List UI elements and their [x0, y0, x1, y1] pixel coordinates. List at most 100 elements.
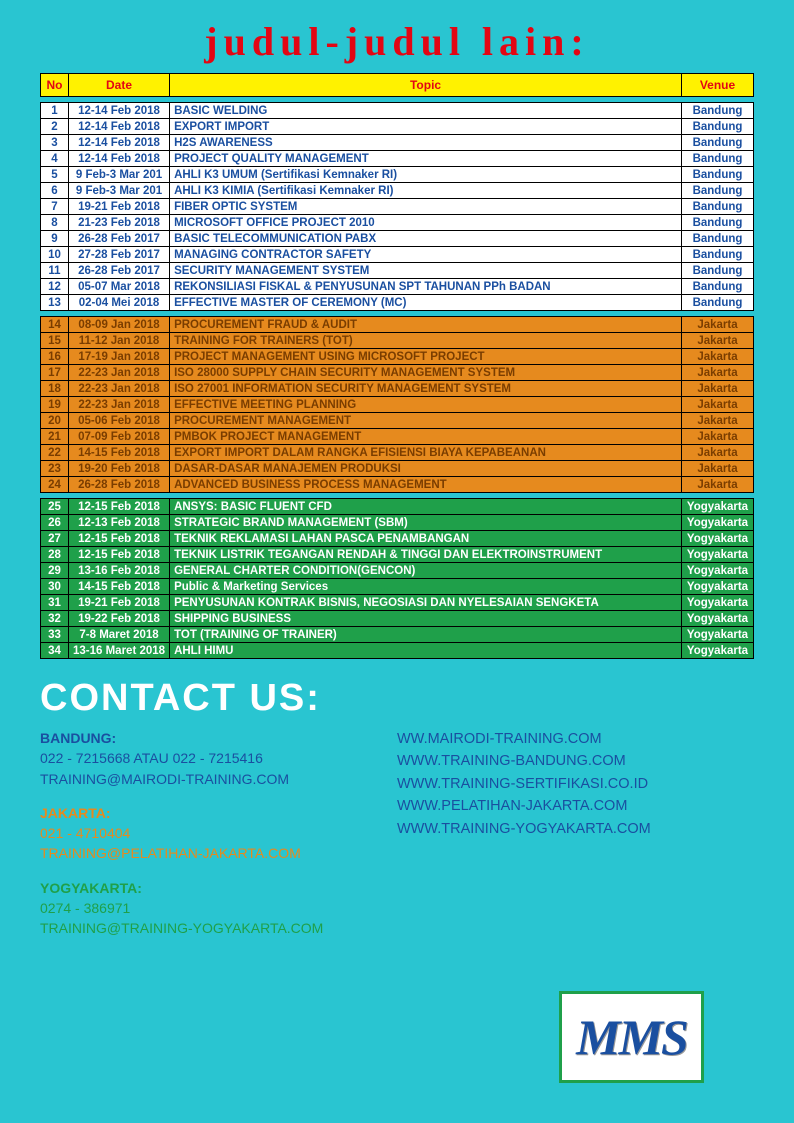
table-row: 2913-16 Feb 2018GENERAL CHARTER CONDITIO…	[41, 563, 754, 579]
cell-venue: Yogyakarta	[682, 563, 754, 579]
cell-no: 32	[41, 611, 69, 627]
col-no: No	[41, 74, 69, 97]
cell-date: 12-15 Feb 2018	[69, 531, 170, 547]
cell-venue: Bandung	[682, 199, 754, 215]
cell-date: 12-15 Feb 2018	[69, 499, 170, 515]
contact-section: BANDUNG: 022 - 7215668 ATAU 022 - 721541…	[0, 728, 794, 953]
page-title: judul-judul lain:	[0, 0, 794, 73]
cell-venue: Yogyakarta	[682, 531, 754, 547]
table-row: 1126-28 Feb 2017SECURITY MANAGEMENT SYST…	[41, 263, 754, 279]
cell-no: 14	[41, 317, 69, 333]
table-row: 1822-23 Jan 2018ISO 27001 INFORMATION SE…	[41, 381, 754, 397]
website-link: WWW.TRAINING-YOGYAKARTA.COM	[397, 818, 754, 840]
cell-date: 26-28 Feb 2018	[69, 477, 170, 493]
cell-date: 22-23 Jan 2018	[69, 365, 170, 381]
cell-topic: AHLI K3 UMUM (Sertifikasi Kemnaker RI)	[170, 167, 682, 183]
table-row: 3219-22 Feb 2018SHIPPING BUSINESSYogyaka…	[41, 611, 754, 627]
cell-venue: Jakarta	[682, 445, 754, 461]
logo: MMS	[559, 991, 704, 1083]
table-row: 412-14 Feb 2018PROJECT QUALITY MANAGEMEN…	[41, 151, 754, 167]
cell-date: 9 Feb-3 Mar 201	[69, 167, 170, 183]
cell-no: 4	[41, 151, 69, 167]
cell-topic: EFFECTIVE MASTER OF CEREMONY (MC)	[170, 295, 682, 311]
table-row: 112-14 Feb 2018BASIC WELDINGBandung	[41, 103, 754, 119]
schedule-table: No Date Topic Venue 112-14 Feb 2018BASIC…	[40, 73, 754, 659]
cell-date: 12-14 Feb 2018	[69, 103, 170, 119]
cell-no: 31	[41, 595, 69, 611]
cell-venue: Bandung	[682, 295, 754, 311]
cell-topic: PMBOK PROJECT MANAGEMENT	[170, 429, 682, 445]
table-row: 312-14 Feb 2018H2S AWARENESSBandung	[41, 135, 754, 151]
cell-venue: Bandung	[682, 247, 754, 263]
cell-no: 21	[41, 429, 69, 445]
cell-date: 19-21 Feb 2018	[69, 595, 170, 611]
table-row: 1027-28 Feb 2017MANAGING CONTRACTOR SAFE…	[41, 247, 754, 263]
col-date: Date	[69, 74, 170, 97]
cell-topic: ADVANCED BUSINESS PROCESS MANAGEMENT	[170, 477, 682, 493]
cell-venue: Jakarta	[682, 477, 754, 493]
cell-date: 9 Feb-3 Mar 201	[69, 183, 170, 199]
cell-venue: Jakarta	[682, 413, 754, 429]
cell-venue: Yogyakarta	[682, 627, 754, 643]
table-row: 3119-21 Feb 2018PENYUSUNAN KONTRAK BISNI…	[41, 595, 754, 611]
cell-no: 9	[41, 231, 69, 247]
cell-venue: Yogyakarta	[682, 515, 754, 531]
cell-date: 12-15 Feb 2018	[69, 547, 170, 563]
contact-yogya: YOGYAKARTA: 0274 - 386971 TRAINING@TRAIN…	[40, 878, 397, 939]
cell-date: 07-09 Feb 2018	[69, 429, 170, 445]
cell-venue: Bandung	[682, 135, 754, 151]
cell-venue: Bandung	[682, 263, 754, 279]
cell-date: 17-19 Jan 2018	[69, 349, 170, 365]
cell-no: 16	[41, 349, 69, 365]
cell-topic: EXPORT IMPORT DALAM RANGKA EFISIENSI BIA…	[170, 445, 682, 461]
bandung-label: BANDUNG:	[40, 728, 397, 748]
table-row: 1302-04 Mei 2018EFFECTIVE MASTER OF CERE…	[41, 295, 754, 311]
cell-topic: REKONSILIASI FISKAL & PENYUSUNAN SPT TAH…	[170, 279, 682, 295]
cell-no: 2	[41, 119, 69, 135]
table-row: 2712-15 Feb 2018TEKNIK REKLAMASI LAHAN P…	[41, 531, 754, 547]
cell-date: 19-21 Feb 2018	[69, 199, 170, 215]
cell-date: 26-28 Feb 2017	[69, 263, 170, 279]
cell-no: 24	[41, 477, 69, 493]
cell-date: 12-14 Feb 2018	[69, 135, 170, 151]
table-row: 2319-20 Feb 2018DASAR-DASAR MANAJEMEN PR…	[41, 461, 754, 477]
cell-topic: ISO 27001 INFORMATION SECURITY MANAGEMEN…	[170, 381, 682, 397]
cell-venue: Yogyakarta	[682, 595, 754, 611]
col-venue: Venue	[682, 74, 754, 97]
table-row: 1922-23 Jan 2018EFFECTIVE MEETING PLANNI…	[41, 397, 754, 413]
cell-no: 3	[41, 135, 69, 151]
cell-topic: AHLI HIMU	[170, 643, 682, 659]
cell-venue: Yogyakarta	[682, 547, 754, 563]
cell-topic: AHLI K3 KIMIA (Sertifikasi Kemnaker RI)	[170, 183, 682, 199]
cell-topic: ANSYS: BASIC FLUENT CFD	[170, 499, 682, 515]
cell-topic: MANAGING CONTRACTOR SAFETY	[170, 247, 682, 263]
table-row: 821-23 Feb 2018MICROSOFT OFFICE PROJECT …	[41, 215, 754, 231]
cell-no: 8	[41, 215, 69, 231]
cell-no: 27	[41, 531, 69, 547]
cell-venue: Yogyakarta	[682, 643, 754, 659]
cell-no: 17	[41, 365, 69, 381]
cell-date: 14-15 Feb 2018	[69, 445, 170, 461]
website-link: WWW.PELATIHAN-JAKARTA.COM	[397, 795, 754, 817]
cell-no: 13	[41, 295, 69, 311]
cell-date: 05-06 Feb 2018	[69, 413, 170, 429]
cell-venue: Yogyakarta	[682, 579, 754, 595]
table-row: 212-14 Feb 2018EXPORT IMPORTBandung	[41, 119, 754, 135]
table-row: 926-28 Feb 2017BASIC TELECOMMUNICATION P…	[41, 231, 754, 247]
cell-venue: Jakarta	[682, 429, 754, 445]
yogya-phone: 0274 - 386971	[40, 898, 397, 918]
cell-date: 13-16 Maret 2018	[69, 643, 170, 659]
cell-venue: Jakarta	[682, 381, 754, 397]
table-row: 1722-23 Jan 2018ISO 28000 SUPPLY CHAIN S…	[41, 365, 754, 381]
cell-topic: SHIPPING BUSINESS	[170, 611, 682, 627]
table-row: 2426-28 Feb 2018ADVANCED BUSINESS PROCES…	[41, 477, 754, 493]
website-link: WWW.TRAINING-SERTIFIKASI.CO.ID	[397, 773, 754, 795]
cell-venue: Jakarta	[682, 349, 754, 365]
cell-no: 5	[41, 167, 69, 183]
cell-no: 30	[41, 579, 69, 595]
cell-topic: TEKNIK LISTRIK TEGANGAN RENDAH & TINGGI …	[170, 547, 682, 563]
cell-venue: Bandung	[682, 167, 754, 183]
yogya-label: YOGYAKARTA:	[40, 878, 397, 898]
table-row: 59 Feb-3 Mar 201AHLI K3 UMUM (Sertifikas…	[41, 167, 754, 183]
cell-no: 10	[41, 247, 69, 263]
